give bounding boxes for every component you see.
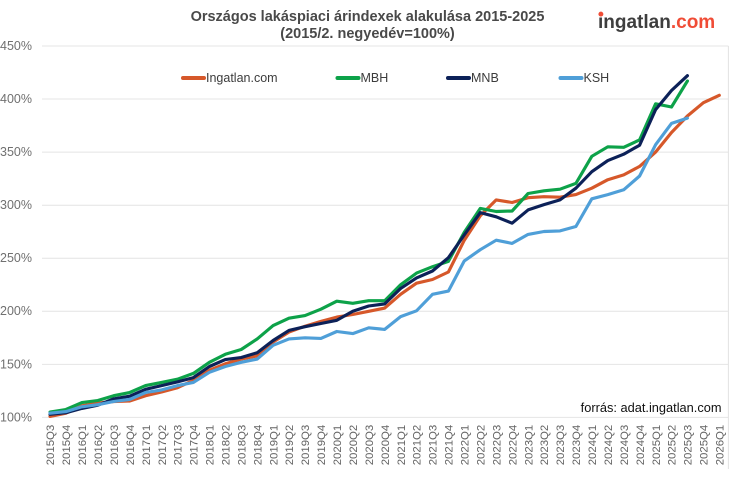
svg-text:2019Q4: 2019Q4 — [316, 425, 328, 466]
svg-text:250%: 250% — [0, 251, 32, 265]
svg-text:2025Q1: 2025Q1 — [651, 425, 663, 466]
svg-text:2022Q2: 2022Q2 — [476, 425, 488, 466]
svg-text:2018Q4: 2018Q4 — [252, 425, 264, 466]
svg-text:200%: 200% — [0, 304, 32, 318]
svg-text:2022Q1: 2022Q1 — [460, 425, 472, 466]
svg-text:2020Q3: 2020Q3 — [364, 425, 376, 466]
svg-text:400%: 400% — [0, 92, 32, 106]
svg-text:KSH: KSH — [584, 71, 610, 85]
svg-text:300%: 300% — [0, 198, 32, 212]
svg-text:2020Q2: 2020Q2 — [348, 425, 360, 466]
svg-text:2023Q3: 2023Q3 — [555, 425, 567, 466]
svg-text:2023Q2: 2023Q2 — [539, 425, 551, 466]
svg-text:2017Q3: 2017Q3 — [173, 425, 185, 466]
svg-text:2025Q3: 2025Q3 — [683, 425, 695, 466]
svg-text:2015Q3: 2015Q3 — [45, 425, 57, 466]
svg-text:2019Q3: 2019Q3 — [300, 425, 312, 466]
svg-text:Országos lakáspiaci árindexek: Országos lakáspiaci árindexek alakulása … — [191, 9, 545, 25]
svg-text:350%: 350% — [0, 145, 32, 159]
svg-text:MNB: MNB — [471, 71, 499, 85]
svg-text:2016Q1: 2016Q1 — [77, 425, 89, 466]
svg-text:2022Q3: 2022Q3 — [491, 425, 503, 466]
svg-text:2016Q3: 2016Q3 — [109, 425, 121, 466]
svg-text:2024Q3: 2024Q3 — [619, 425, 631, 466]
svg-text:2017Q1: 2017Q1 — [141, 425, 153, 466]
svg-text:2017Q4: 2017Q4 — [189, 425, 201, 466]
svg-text:2018Q3: 2018Q3 — [236, 425, 248, 466]
svg-text:2021Q4: 2021Q4 — [444, 425, 456, 466]
svg-text:2021Q1: 2021Q1 — [396, 425, 408, 466]
svg-text:450%: 450% — [0, 39, 32, 53]
svg-text:2021Q2: 2021Q2 — [412, 425, 424, 466]
svg-text:2019Q1: 2019Q1 — [268, 425, 280, 466]
svg-text:2016Q2: 2016Q2 — [93, 425, 105, 466]
svg-text:2017Q2: 2017Q2 — [157, 425, 169, 466]
svg-text:2025Q2: 2025Q2 — [667, 425, 679, 466]
svg-text:2015Q4: 2015Q4 — [61, 425, 73, 466]
svg-text:2018Q2: 2018Q2 — [221, 425, 233, 466]
svg-text:2018Q1: 2018Q1 — [205, 425, 217, 466]
svg-text:2023Q4: 2023Q4 — [571, 425, 583, 466]
svg-text:2023Q1: 2023Q1 — [523, 425, 535, 466]
svg-text:Ingatlan.com: Ingatlan.com — [206, 71, 278, 85]
svg-text:2019Q2: 2019Q2 — [284, 425, 296, 466]
svg-text:2024Q2: 2024Q2 — [603, 425, 615, 466]
svg-text:forrás: adat.ingatlan.com: forrás: adat.ingatlan.com — [581, 400, 722, 415]
svg-text:150%: 150% — [0, 357, 32, 371]
svg-text:2024Q4: 2024Q4 — [635, 425, 647, 466]
svg-text:2021Q3: 2021Q3 — [428, 425, 440, 466]
svg-text:2020Q1: 2020Q1 — [332, 425, 344, 466]
svg-text:2022Q4: 2022Q4 — [507, 425, 519, 466]
svg-text:100%: 100% — [0, 410, 32, 424]
svg-text:MBH: MBH — [361, 71, 389, 85]
svg-text:(2015/2. negyedév=100%): (2015/2. negyedév=100%) — [280, 26, 455, 42]
svg-text:2025Q4: 2025Q4 — [699, 425, 711, 466]
svg-text:ıngatlan.com: ıngatlan.com — [598, 12, 715, 33]
svg-text:2024Q1: 2024Q1 — [587, 425, 599, 466]
svg-text:2026Q1: 2026Q1 — [715, 425, 727, 466]
svg-text:2020Q4: 2020Q4 — [380, 425, 392, 466]
svg-text:2016Q4: 2016Q4 — [125, 425, 137, 466]
